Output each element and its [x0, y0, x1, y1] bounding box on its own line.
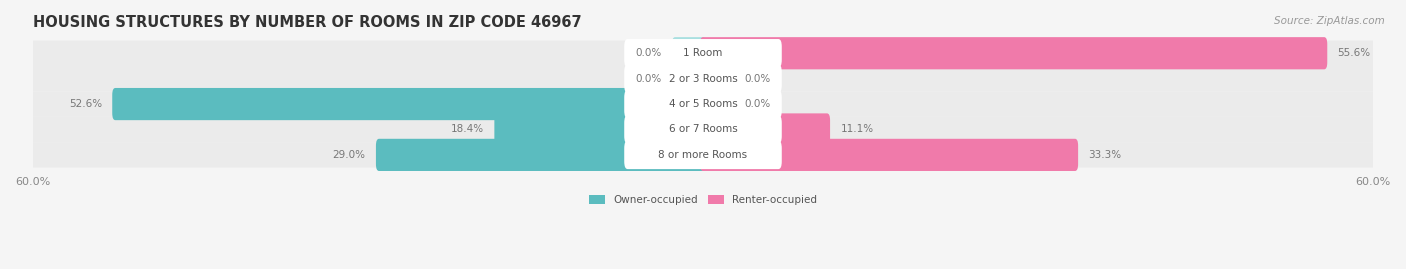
FancyBboxPatch shape [624, 141, 782, 169]
FancyBboxPatch shape [624, 115, 782, 144]
Text: 52.6%: 52.6% [69, 99, 101, 109]
FancyBboxPatch shape [700, 113, 830, 146]
FancyBboxPatch shape [624, 65, 782, 93]
FancyBboxPatch shape [495, 113, 706, 146]
FancyBboxPatch shape [672, 37, 706, 69]
Text: 8 or more Rooms: 8 or more Rooms [658, 150, 748, 160]
FancyBboxPatch shape [700, 63, 734, 95]
Legend: Owner-occupied, Renter-occupied: Owner-occupied, Renter-occupied [585, 191, 821, 209]
Text: 0.0%: 0.0% [636, 48, 662, 58]
Text: 18.4%: 18.4% [451, 125, 484, 134]
FancyBboxPatch shape [375, 139, 706, 171]
FancyBboxPatch shape [700, 37, 1327, 69]
Text: 1 Room: 1 Room [683, 48, 723, 58]
Text: 6 or 7 Rooms: 6 or 7 Rooms [669, 125, 737, 134]
FancyBboxPatch shape [32, 117, 1374, 142]
FancyBboxPatch shape [32, 41, 1374, 66]
FancyBboxPatch shape [700, 88, 734, 120]
Text: 4 or 5 Rooms: 4 or 5 Rooms [669, 99, 737, 109]
Text: 55.6%: 55.6% [1337, 48, 1371, 58]
FancyBboxPatch shape [672, 63, 706, 95]
Text: 0.0%: 0.0% [744, 74, 770, 84]
FancyBboxPatch shape [624, 90, 782, 118]
FancyBboxPatch shape [32, 66, 1374, 91]
Text: 0.0%: 0.0% [744, 99, 770, 109]
Text: 2 or 3 Rooms: 2 or 3 Rooms [669, 74, 737, 84]
Text: 29.0%: 29.0% [333, 150, 366, 160]
Text: 33.3%: 33.3% [1088, 150, 1122, 160]
FancyBboxPatch shape [624, 39, 782, 68]
Text: HOUSING STRUCTURES BY NUMBER OF ROOMS IN ZIP CODE 46967: HOUSING STRUCTURES BY NUMBER OF ROOMS IN… [32, 15, 581, 30]
FancyBboxPatch shape [32, 91, 1374, 117]
FancyBboxPatch shape [112, 88, 706, 120]
Text: 11.1%: 11.1% [841, 125, 873, 134]
FancyBboxPatch shape [32, 142, 1374, 168]
Text: 0.0%: 0.0% [636, 74, 662, 84]
FancyBboxPatch shape [700, 139, 1078, 171]
Text: Source: ZipAtlas.com: Source: ZipAtlas.com [1274, 16, 1385, 26]
